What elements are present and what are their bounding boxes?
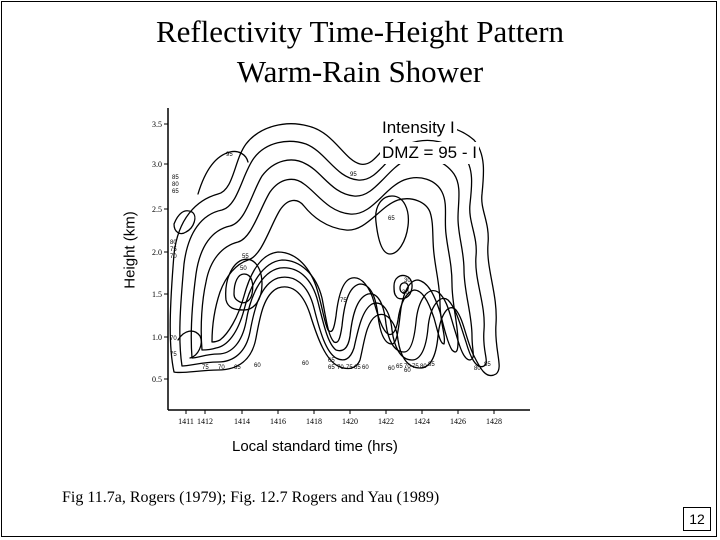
contour-label: 60 (254, 363, 261, 369)
contour-label: 60 (302, 361, 309, 367)
contour-label: 65 (388, 216, 395, 222)
x-tick-label: 1416 (270, 417, 286, 426)
contour-label: 50 (240, 266, 247, 272)
contour-label: 85 (428, 362, 435, 368)
slide-title-line-1: Reflectivity Time-Height Pattern (155, 14, 565, 49)
x-tick-label: 1424 (414, 417, 430, 426)
contour-label: 80 (170, 240, 177, 246)
contour-label: 70 (170, 254, 177, 260)
contour-label: 75 (170, 247, 177, 253)
contour-label: 70 (337, 365, 344, 371)
intensity-annotation: Intensity I (380, 117, 457, 139)
contour-label: 70 (218, 365, 225, 371)
contour-core-c2 (399, 282, 409, 294)
contour-label: 75 (412, 364, 419, 370)
contour-label: 75 (170, 352, 177, 358)
x-axis-label: Local standard time (hrs) (232, 438, 398, 455)
contour-core-a (225, 258, 263, 311)
slide-title-line-2: Warm-Rain Shower (236, 54, 484, 89)
contour-label: 85 (484, 362, 491, 368)
contour-label: 95 (350, 172, 357, 178)
contour-left-ripple-2 (177, 330, 202, 359)
contour-lines (169, 123, 500, 377)
contour-label: 60 (362, 365, 369, 371)
x-tick-label: 1420 (342, 417, 358, 426)
contour-label: 95 (226, 152, 233, 158)
x-tick-label: 1418 (306, 417, 322, 426)
contour-label: 75 (346, 365, 353, 371)
contour-label: 65 (328, 358, 335, 364)
x-tick-label: 1412 (197, 417, 213, 426)
x-tick-label: 1411 (178, 417, 194, 426)
contour-core-a2 (233, 273, 254, 304)
contour-label: 65 (234, 365, 241, 371)
contour-value-labels: 95 95 85 80 65 65 80 75 70 55 50 30 30 7… (170, 152, 491, 374)
contour-label: 80 (420, 364, 427, 370)
contour-label: 75 (202, 365, 209, 371)
contour-core-b (375, 195, 410, 255)
contour-outer (169, 123, 500, 377)
y-tick-label: 2.0 (152, 248, 162, 257)
contour-3 (190, 157, 474, 361)
dmz-annotation: DMZ = 95 - I (380, 142, 479, 164)
contour-label: 30 (402, 290, 409, 296)
figure-caption: Fig 11.7a, Rogers (1979); Fig. 12.7 Roge… (62, 489, 440, 506)
contour-label: 80 (474, 366, 481, 372)
contour-label: 60 (388, 366, 395, 372)
contour-label: 85 (172, 175, 179, 181)
contour-svg: 3.5 3.0 2.5 2.0 1.5 1.0 0.5 1411 1412 14… (152, 108, 530, 426)
page-number: 12 (683, 507, 711, 531)
contour-label: 30 (404, 278, 411, 284)
contour-core-c (393, 274, 413, 300)
contour-label: 70 (404, 364, 411, 370)
y-tick-label: 3.0 (152, 160, 162, 169)
contour-label: 70 (170, 336, 177, 342)
x-tick-label: 1428 (486, 417, 502, 426)
contour-top-fragment (197, 150, 249, 195)
contour-5 (211, 198, 446, 345)
x-tick-label: 1414 (234, 417, 250, 426)
contour-label: 65 (396, 364, 403, 370)
contour-label: 65 (328, 365, 335, 371)
y-tick-label: 0.5 (152, 375, 162, 384)
contour-label: 65 (172, 189, 179, 195)
contour-2 (179, 139, 487, 368)
contour-plot: 3.5 3.0 2.5 2.0 1.5 1.0 0.5 1411 1412 14… (138, 104, 534, 427)
x-ticks: 1411 1412 1414 1416 1418 1420 1422 1424 … (178, 410, 502, 426)
contour-label: 60 (404, 368, 411, 374)
y-axis-label: Height (km) (121, 211, 139, 289)
contour-label: 80 (172, 182, 179, 188)
contour-label: 65 (354, 365, 361, 371)
contour-label: 75 (340, 298, 347, 304)
y-tick-label: 1.5 (152, 290, 162, 299)
contour-left-ripple (173, 210, 196, 235)
y-tick-label: 2.5 (152, 205, 162, 214)
x-tick-label: 1422 (378, 417, 394, 426)
contour-label: 55 (242, 254, 249, 260)
x-tick-label: 1426 (450, 417, 466, 426)
y-tick-label: 1.0 (152, 333, 162, 342)
y-ticks: 3.5 3.0 2.5 2.0 1.5 1.0 0.5 (152, 120, 168, 384)
y-tick-label: 3.5 (152, 120, 162, 129)
